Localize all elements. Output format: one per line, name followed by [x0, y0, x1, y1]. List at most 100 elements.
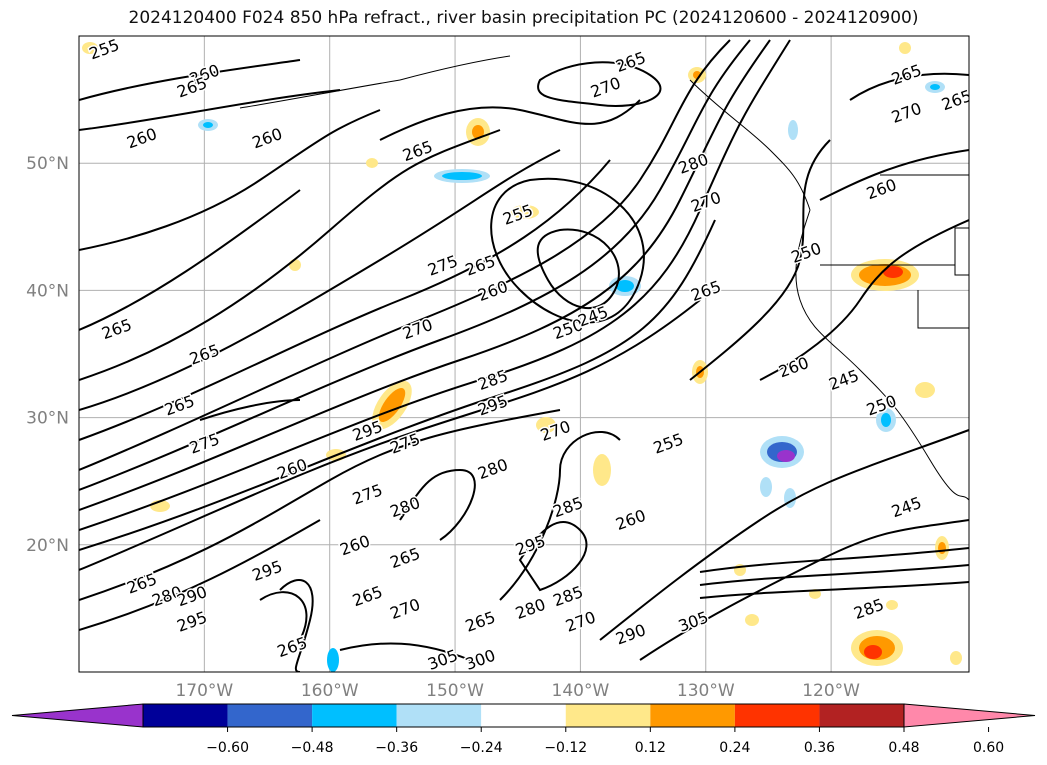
contour-line [259, 591, 308, 641]
colorbar-tick-label: −0.48 [291, 740, 334, 756]
axis-ticks: 170°W 160°W 150°W 140°W 130°W 120°W 20°N 30°N 40… [26, 154, 860, 701]
lat-tick-label: 40°N [26, 281, 69, 301]
colorbar-tick-label: 0.36 [804, 740, 835, 756]
lon-tick-label: 140°W [552, 681, 610, 701]
contour-line [79, 39, 771, 511]
contour-line [379, 99, 641, 141]
precip-patch [82, 42, 98, 54]
gridlines [79, 36, 969, 672]
colorbar-tick-label: 0.24 [719, 740, 750, 756]
contour-line [689, 139, 831, 381]
lat-tick-label: 20°N [26, 536, 69, 556]
contour-line [79, 39, 791, 531]
refractivity-contours [79, 39, 969, 672]
contour-line [79, 519, 321, 631]
colorbar-tick-label: 0.60 [973, 740, 1004, 756]
precip-patch [938, 542, 946, 554]
contour-line [490, 177, 645, 324]
contour-line [599, 429, 969, 641]
colorbar-tick-label: −0.60 [206, 740, 249, 756]
contour-line [849, 72, 969, 101]
contour-line [699, 581, 969, 599]
colorbar-segment [143, 704, 228, 727]
precip-patch [788, 120, 798, 140]
colorbar-tick-label: −0.24 [460, 740, 503, 756]
precip-patch [760, 477, 772, 497]
precip-patch [881, 413, 891, 427]
precip-patch [327, 648, 339, 672]
colorbar-tick-label: 0.12 [635, 740, 666, 756]
colorbar-segment [396, 704, 482, 727]
colorbar-segment [481, 704, 566, 727]
contour-line [79, 299, 701, 571]
precip-patch [915, 382, 935, 398]
coastline [795, 209, 969, 501]
contour-line [79, 109, 381, 251]
precip-patch [442, 172, 482, 180]
coastline [954, 227, 969, 276]
colorbar: −0.60 −0.48 −0.36 −0.24 −0.12 0.12 0.24 0.36 0.4… [11, 703, 1036, 756]
chart-title: 2024120400 F024 850 hPa refract., river … [128, 8, 919, 28]
coastline [917, 290, 969, 329]
contour-line [79, 39, 751, 491]
contour-line [79, 189, 301, 331]
precip-patch [511, 205, 539, 219]
contour-line [79, 39, 731, 471]
precip-patch [950, 651, 962, 665]
contour-line [339, 642, 471, 661]
precip-patch [593, 454, 611, 486]
lon-tick-label: 160°W [301, 681, 359, 701]
colorbar-segment [819, 704, 904, 727]
colorbar-segment [734, 704, 820, 727]
lon-tick-label: 120°W [802, 681, 860, 701]
coastline [689, 79, 811, 211]
precip-patch [289, 259, 301, 271]
precip-patch [472, 125, 484, 139]
colorbar-segment [565, 704, 651, 727]
coastlines [239, 55, 969, 501]
precip-patch [745, 614, 759, 626]
precip-patch [883, 266, 903, 278]
contour-line [199, 399, 301, 421]
colorbar-extend-low [11, 703, 144, 728]
colorbar-segment [650, 704, 735, 727]
precip-patch [616, 280, 634, 292]
lon-tick-label: 170°W [175, 681, 233, 701]
precip-patch [536, 417, 556, 433]
colorbar-frame [142, 703, 905, 728]
contour-line [759, 219, 969, 381]
contour-line [536, 228, 620, 309]
contour-line [79, 149, 561, 411]
contour-line [79, 159, 611, 441]
colorbar-segment [227, 704, 313, 727]
contour-line [699, 547, 969, 573]
contour-line [279, 579, 314, 672]
precip-patch [930, 84, 940, 90]
contour-line [79, 89, 341, 131]
precip-patch [899, 42, 911, 54]
precip-patch [203, 122, 213, 128]
lat-tick-label: 50°N [26, 154, 69, 174]
precip-patch [886, 600, 898, 610]
contour-line [819, 149, 969, 201]
contour-line [399, 468, 476, 541]
colorbar-tick-label: −0.12 [544, 740, 587, 756]
colorbar-extend-high [903, 703, 1036, 728]
contour-line [537, 61, 662, 107]
contour-line [79, 59, 301, 101]
lon-tick-label: 150°W [426, 681, 484, 701]
contour-line [79, 409, 561, 601]
lat-tick-label: 30°N [26, 409, 69, 429]
colorbar-tick-label: 0.48 [888, 740, 919, 756]
colorbar-segment [312, 704, 397, 727]
contour-line [79, 129, 501, 381]
colorbar-tick-label: −0.36 [375, 740, 418, 756]
contour-line [499, 430, 621, 601]
lon-tick-label: 130°W [677, 681, 735, 701]
precip-patch [366, 158, 378, 168]
map-frame [78, 35, 970, 673]
coastline [399, 55, 511, 81]
contour-line [79, 219, 716, 551]
coastline [239, 79, 401, 109]
